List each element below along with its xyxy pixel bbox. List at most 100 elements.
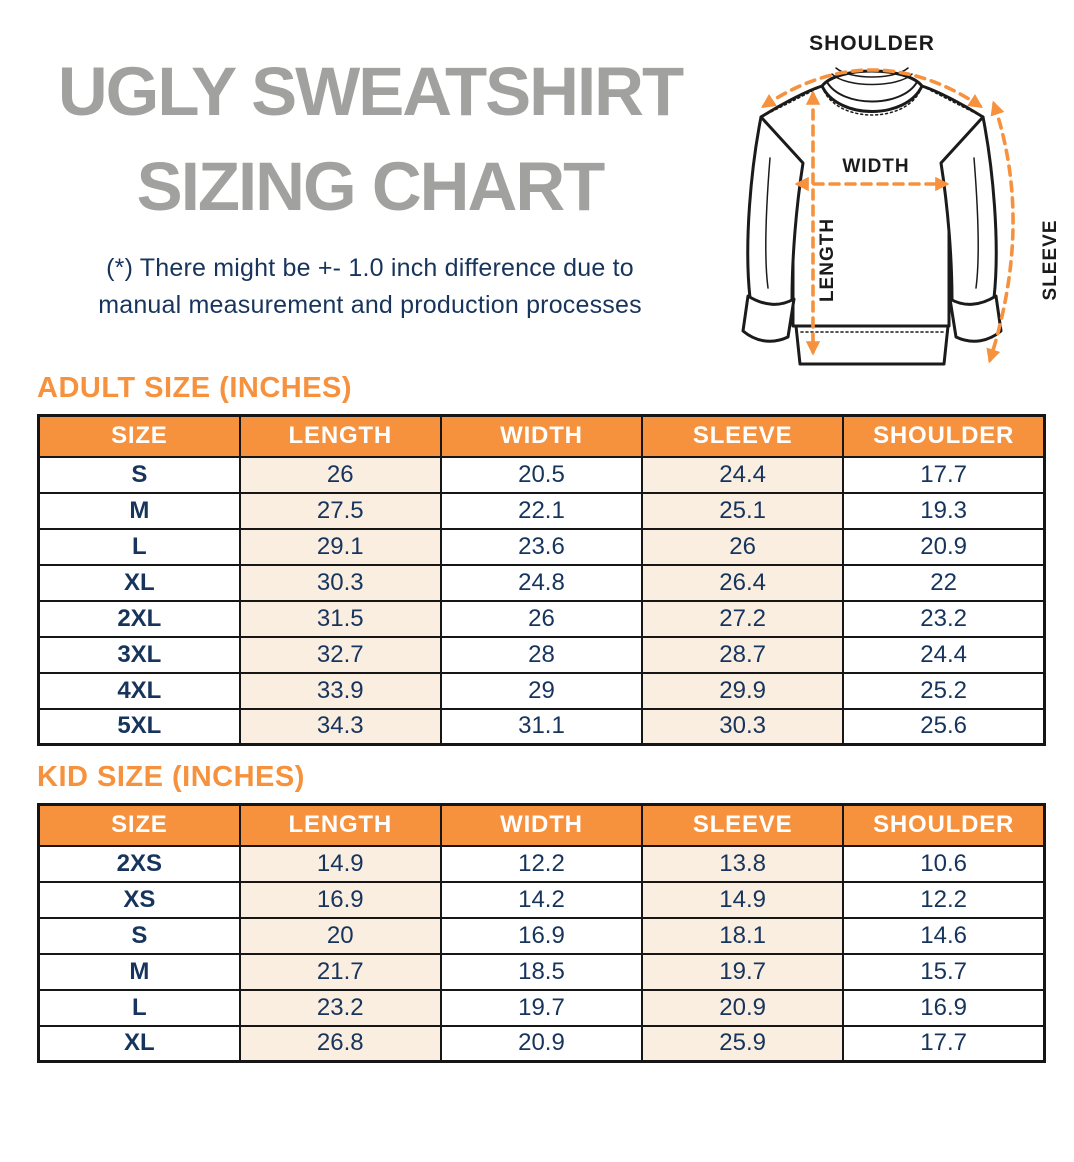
length-value-cell: 30.3	[238, 563, 442, 602]
size-cell: XS	[37, 880, 241, 919]
column-header-sleeve: SLEEVE	[641, 414, 845, 458]
kid-size-table: SIZE LENGTH WIDTH SLEEVE SHOULDER 2XS 14.9 12.…	[37, 803, 1046, 1063]
size-cell: XL	[37, 563, 241, 602]
shoulder-value-cell: 19.3	[842, 491, 1046, 530]
table-row: M 27.5 22.1 25.1 19.3	[37, 491, 1046, 530]
table-row: 3XL 32.7 28 28.7 24.4	[37, 635, 1046, 674]
length-value-cell: 21.7	[238, 952, 442, 991]
sleeve-arrow	[986, 100, 1015, 364]
shoulder-value-cell: 17.7	[842, 455, 1046, 494]
sleeve-value-cell: 30.3	[641, 707, 845, 746]
width-value-cell: 16.9	[439, 916, 644, 955]
column-header-width: WIDTH	[439, 414, 644, 458]
sleeve-value-cell: 29.9	[641, 671, 845, 710]
shoulder-value-cell: 14.6	[842, 916, 1046, 955]
sleeve-value-cell: 25.9	[641, 1024, 845, 1063]
width-value-cell: 22.1	[439, 491, 644, 530]
width-value-cell: 29	[439, 671, 644, 710]
shoulder-value-cell: 24.4	[842, 635, 1046, 674]
length-value-cell: 23.2	[238, 988, 442, 1027]
column-header-size: SIZE	[37, 803, 241, 847]
table-row: M 21.7 18.5 19.7 15.7	[37, 952, 1046, 991]
size-cell: S	[37, 916, 241, 955]
table-row: 4XL 33.9 29 29.9 25.2	[37, 671, 1046, 710]
table-row: XL 30.3 24.8 26.4 22	[37, 563, 1046, 602]
width-value-cell: 20.5	[439, 455, 644, 494]
sleeve-label: SLEEVE	[1040, 220, 1061, 301]
length-value-cell: 31.5	[238, 599, 442, 638]
length-value-cell: 33.9	[238, 671, 442, 710]
size-cell: 3XL	[37, 635, 241, 674]
shoulder-value-cell: 17.7	[842, 1024, 1046, 1063]
sleeve-value-cell: 28.7	[641, 635, 845, 674]
size-cell: 4XL	[37, 671, 241, 710]
length-value-cell: 27.5	[238, 491, 442, 530]
size-cell: S	[37, 455, 241, 494]
length-value-cell: 14.9	[238, 844, 442, 883]
shoulder-label: SHOULDER	[809, 32, 935, 55]
shoulder-value-cell: 16.9	[842, 988, 1046, 1027]
size-cell: 5XL	[37, 707, 241, 746]
column-header-shoulder: SHOULDER	[842, 414, 1046, 458]
disclaimer-line1: (*) There might be +- 1.0 inch differenc…	[106, 254, 634, 282]
width-value-cell: 20.9	[439, 1024, 644, 1063]
kid-section-heading: KID SIZE (INCHES)	[37, 761, 305, 793]
adult-size-table: SIZE LENGTH WIDTH SLEEVE SHOULDER S 26 20.5 24.…	[37, 414, 1046, 746]
length-value-cell: 29.1	[238, 527, 442, 566]
sleeve-value-cell: 14.9	[641, 880, 845, 919]
column-header-sleeve: SLEEVE	[641, 803, 845, 847]
sweatshirt-outline-illustration	[741, 67, 1003, 366]
table-row: L 29.1 23.6 26 20.9	[37, 527, 1046, 566]
column-header-length: LENGTH	[238, 414, 442, 458]
page-title: UGLY SWEATSHIRT SIZING CHART	[14, 44, 726, 234]
size-cell: L	[37, 988, 241, 1027]
length-label: LENGTH	[817, 218, 838, 302]
kid-table-header: SIZE LENGTH WIDTH SLEEVE SHOULDER	[37, 803, 1046, 847]
table-row: L 23.2 19.7 20.9 16.9	[37, 988, 1046, 1027]
header-row: SIZE LENGTH WIDTH SLEEVE SHOULDER	[37, 414, 1046, 458]
sleeve-value-cell: 13.8	[641, 844, 845, 883]
size-cell: M	[37, 491, 241, 530]
size-cell: XL	[37, 1024, 241, 1063]
header-section: UGLY SWEATSHIRT SIZING CHART (*) There m…	[0, 0, 1074, 366]
column-header-size: SIZE	[37, 414, 241, 458]
width-value-cell: 12.2	[439, 844, 644, 883]
disclaimer-note: (*) There might be +- 1.0 inch differenc…	[14, 250, 726, 324]
shoulder-value-cell: 25.6	[842, 707, 1046, 746]
page-title-line1: UGLY SWEATSHIRT	[57, 53, 684, 130]
length-value-cell: 16.9	[238, 880, 442, 919]
width-value-cell: 19.7	[439, 988, 644, 1027]
width-value-cell: 31.1	[439, 707, 644, 746]
shoulder-value-cell: 20.9	[842, 527, 1046, 566]
sleeve-value-cell: 19.7	[641, 952, 845, 991]
length-value-cell: 26	[238, 455, 442, 494]
table-row: XS 16.9 14.2 14.9 12.2	[37, 880, 1046, 919]
width-value-cell: 23.6	[439, 527, 644, 566]
sleeve-value-cell: 24.4	[641, 455, 845, 494]
page-title-line2: SIZING CHART	[136, 148, 606, 225]
header-row: SIZE LENGTH WIDTH SLEEVE SHOULDER	[37, 803, 1046, 847]
adult-section-heading: ADULT SIZE (INCHES)	[37, 372, 353, 404]
length-value-cell: 20	[238, 916, 442, 955]
width-value-cell: 26	[439, 599, 644, 638]
table-row: 5XL 34.3 31.1 30.3 25.6	[37, 707, 1046, 746]
table-row: 2XS 14.9 12.2 13.8 10.6	[37, 844, 1046, 883]
table-row: 2XL 31.5 26 27.2 23.2	[37, 599, 1046, 638]
width-value-cell: 14.2	[439, 880, 644, 919]
column-header-shoulder: SHOULDER	[842, 803, 1046, 847]
sleeve-value-cell: 25.1	[641, 491, 845, 530]
size-cell: L	[37, 527, 241, 566]
shoulder-value-cell: 22	[842, 563, 1046, 602]
length-value-cell: 34.3	[238, 707, 442, 746]
sleeve-value-cell: 20.9	[641, 988, 845, 1027]
disclaimer-line2: manual measurement and production proces…	[98, 291, 642, 319]
shoulder-value-cell: 23.2	[842, 599, 1046, 638]
shoulder-value-cell: 12.2	[842, 880, 1046, 919]
shoulder-value-cell: 25.2	[842, 671, 1046, 710]
size-cell: 2XL	[37, 599, 241, 638]
table-row: S 26 20.5 24.4 17.7	[37, 455, 1046, 494]
column-header-length: LENGTH	[238, 803, 442, 847]
sleeve-value-cell: 27.2	[641, 599, 845, 638]
width-value-cell: 18.5	[439, 952, 644, 991]
column-header-width: WIDTH	[439, 803, 644, 847]
